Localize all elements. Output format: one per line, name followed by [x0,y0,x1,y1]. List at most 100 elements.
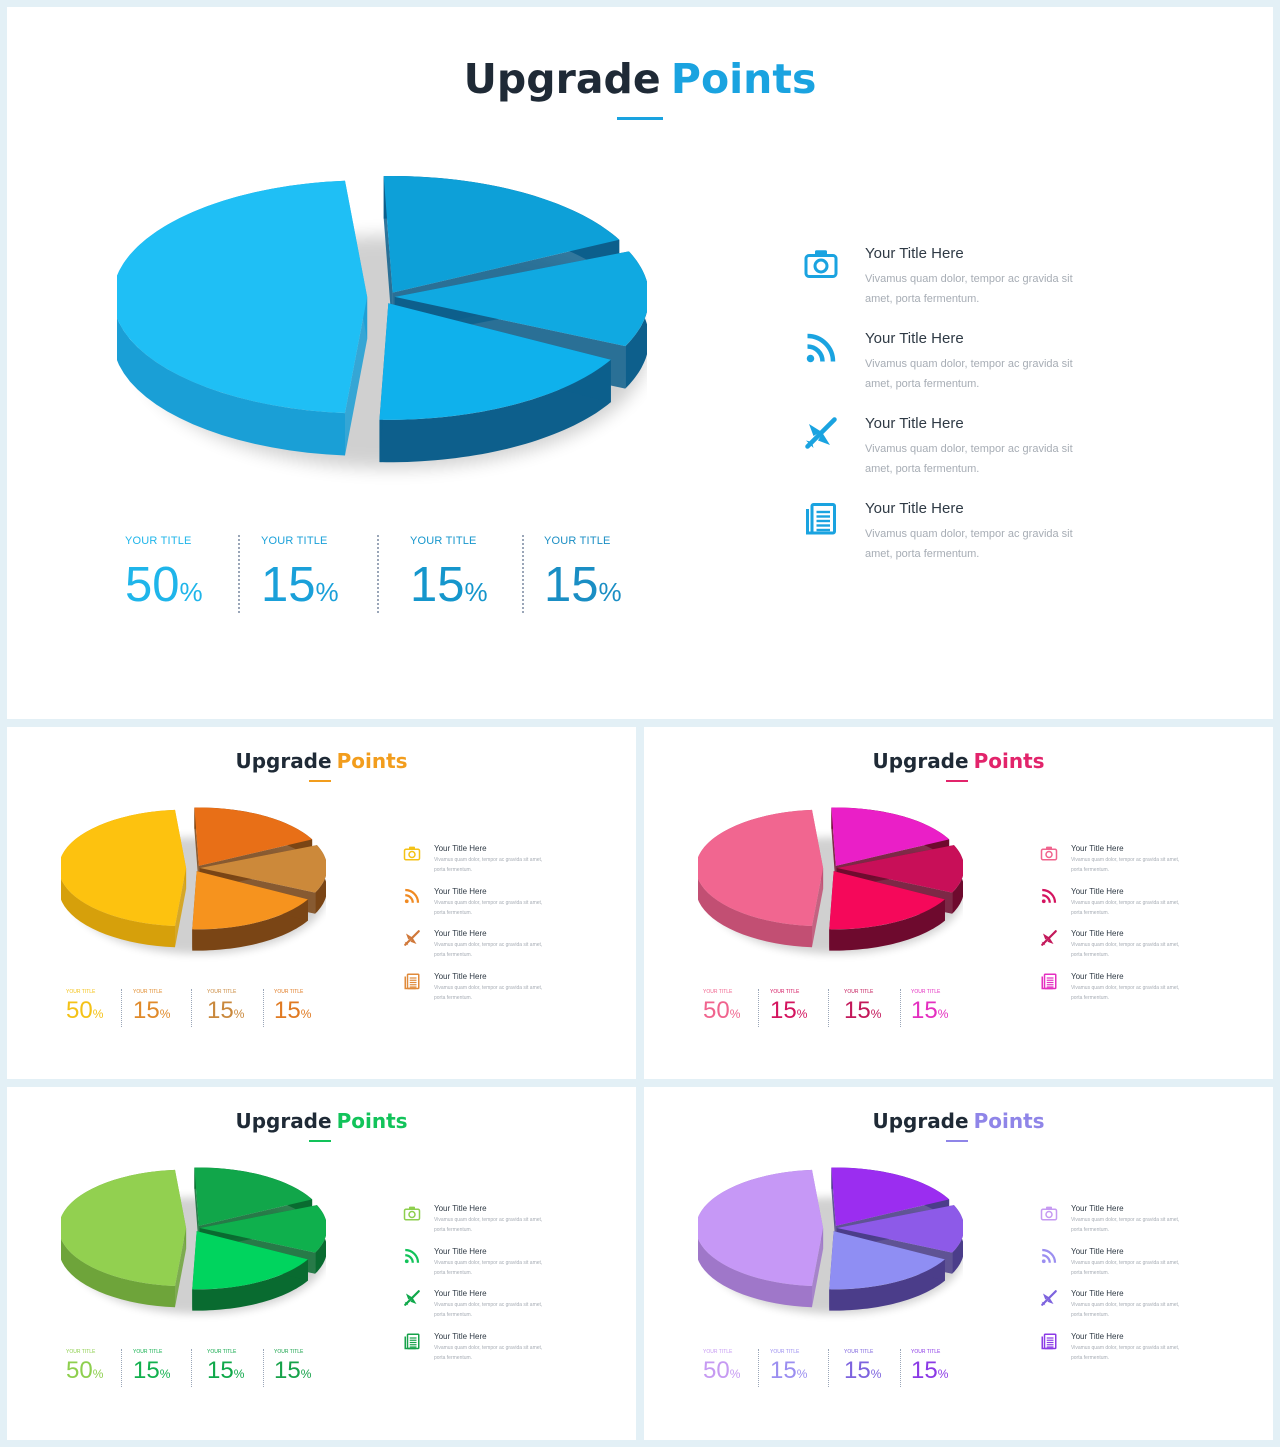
stat-label: YOUR TITLE [133,989,163,995]
feature-description: Vivamus quam dolor, tempor ac gravida si… [434,899,543,916]
airplane-icon [805,417,837,449]
stat-number: 15 [207,997,234,1024]
stat-unit: % [598,577,622,607]
title-accent: Points [973,1109,1045,1133]
pie-slice-4 [192,1231,308,1311]
stat-divider [758,989,759,1027]
stat-value: 50% [66,1359,103,1383]
feature-title: Your Title Here [1071,1246,1124,1256]
stat-divider [238,535,240,613]
stat-unit: % [233,1367,245,1381]
slide-main: Upgrade Points YOUR TITLE 50% YOUR TITLE 15%… [7,7,1273,719]
stat-value: 15% [207,1359,244,1383]
stat-label: YOUR TITLE [770,989,800,995]
stat-unit: % [300,1007,312,1021]
stat-value: 15% [911,1359,948,1383]
feature-description: Vivamus quam dolor, tempor ac gravida si… [1071,1217,1180,1233]
airplane-icon [1041,1290,1057,1306]
feature-title: Your Title Here [1071,1331,1124,1341]
stat-label: YOUR TITLE [544,535,611,547]
title-underline [309,1140,331,1142]
rss-icon [806,333,836,363]
stat-unit: % [159,1007,171,1021]
pie-chart-3d [117,176,647,469]
stat-number: 15 [207,1357,234,1384]
stat-value: 15% [544,561,622,610]
stat-number: 15 [133,1357,160,1384]
feature-description: Vivamus quam dolor, tempor ac gravida si… [434,857,543,873]
stat-label: YOUR TITLE [274,989,304,995]
stat-number: 15 [274,1357,301,1384]
stat-label: YOUR TITLE [125,535,192,547]
stat-label: YOUR TITLE [261,535,328,547]
title-accent: Points [336,1109,408,1133]
stat-label: YOUR TITLE [66,989,96,995]
stat-number: 15 [844,1357,871,1384]
stat-value: 15% [844,1359,881,1383]
stat-divider [263,1349,264,1387]
stat-label: YOUR TITLE [66,1349,96,1355]
feature-description: Vivamus quam dolor, tempor ac gravida si… [434,1217,543,1233]
stat-label: YOUR TITLE [703,989,733,995]
feature-description: Vivamus quam dolor, tempor ac gravida si… [865,443,1073,475]
pie-slice-1 [61,809,187,948]
stat-label: YOUR TITLE [844,1349,874,1355]
feature-description: Vivamus quam dolor, tempor ac gravida si… [434,942,543,958]
title-accent: Points [336,749,408,773]
feature-description: Vivamus quam dolor, tempor ac gravida si… [434,1259,543,1276]
feature-title: Your Title Here [434,886,487,896]
title-underline [617,117,663,120]
page-title: Upgrade Points [7,55,1273,103]
camera-icon [804,250,838,278]
stat-unit: % [870,1367,882,1381]
pie-slice-1 [698,809,824,948]
title-dark: Upgrade [235,1109,332,1133]
stat-unit: % [300,1367,312,1381]
stat-unit: % [729,1007,741,1021]
page-title: Upgrade Points [7,1109,636,1133]
feature-description: Vivamus quam dolor, tempor ac gravida si… [865,358,1073,390]
stat-value: 50% [703,1359,740,1383]
airplane-icon [404,1290,420,1306]
stat-label: YOUR TITLE [911,989,941,995]
stat-divider [121,1349,122,1387]
stat-value: 15% [274,999,311,1023]
feature-description: Vivamus quam dolor, tempor ac gravida si… [434,1302,543,1318]
title-dark: Upgrade [235,749,332,773]
feature-description: Vivamus quam dolor, tempor ac gravida si… [1071,899,1180,916]
stat-number: 15 [844,997,871,1024]
feature-title: Your Title Here [865,500,964,517]
feature-title: Your Title Here [434,844,487,853]
feature-title: Your Title Here [1071,1204,1124,1213]
title-underline [946,1140,968,1142]
feature-title: Your Title Here [434,929,487,938]
title-dark: Upgrade [872,749,969,773]
stat-divider [828,1349,829,1387]
stat-number: 15 [261,558,316,612]
stat-unit: % [92,1007,104,1021]
rss-icon [1041,1248,1057,1263]
feature-title: Your Title Here [1071,844,1124,853]
stat-unit: % [796,1367,808,1381]
stat-number: 15 [274,997,301,1024]
pie-slice-4 [379,303,611,463]
feature-description: Vivamus quam dolor, tempor ac gravida si… [1071,1344,1180,1361]
camera-icon [403,1206,421,1221]
slide-green: Upgrade Points YOUR TITLE 50% YOUR TITLE 15%… [7,1087,636,1440]
page-title: Upgrade Points [644,749,1273,773]
pie-chart-3d [698,1167,963,1314]
stat-value: 15% [770,1359,807,1383]
title-dark: Upgrade [463,55,661,103]
feature-title: Your Title Here [434,971,487,981]
pie-slice-4 [192,871,308,951]
document-icon [404,973,420,989]
title-dark: Upgrade [872,1109,969,1133]
camera-icon [1040,1206,1058,1221]
pie-chart-3d [61,807,326,954]
feature-title: Your Title Here [434,1331,487,1341]
stat-value: 15% [261,561,339,610]
stat-label: YOUR TITLE [703,1349,733,1355]
feature-description: Vivamus quam dolor, tempor ac gravida si… [1071,942,1180,958]
stat-number: 50 [703,997,730,1024]
title-accent: Points [670,55,817,103]
